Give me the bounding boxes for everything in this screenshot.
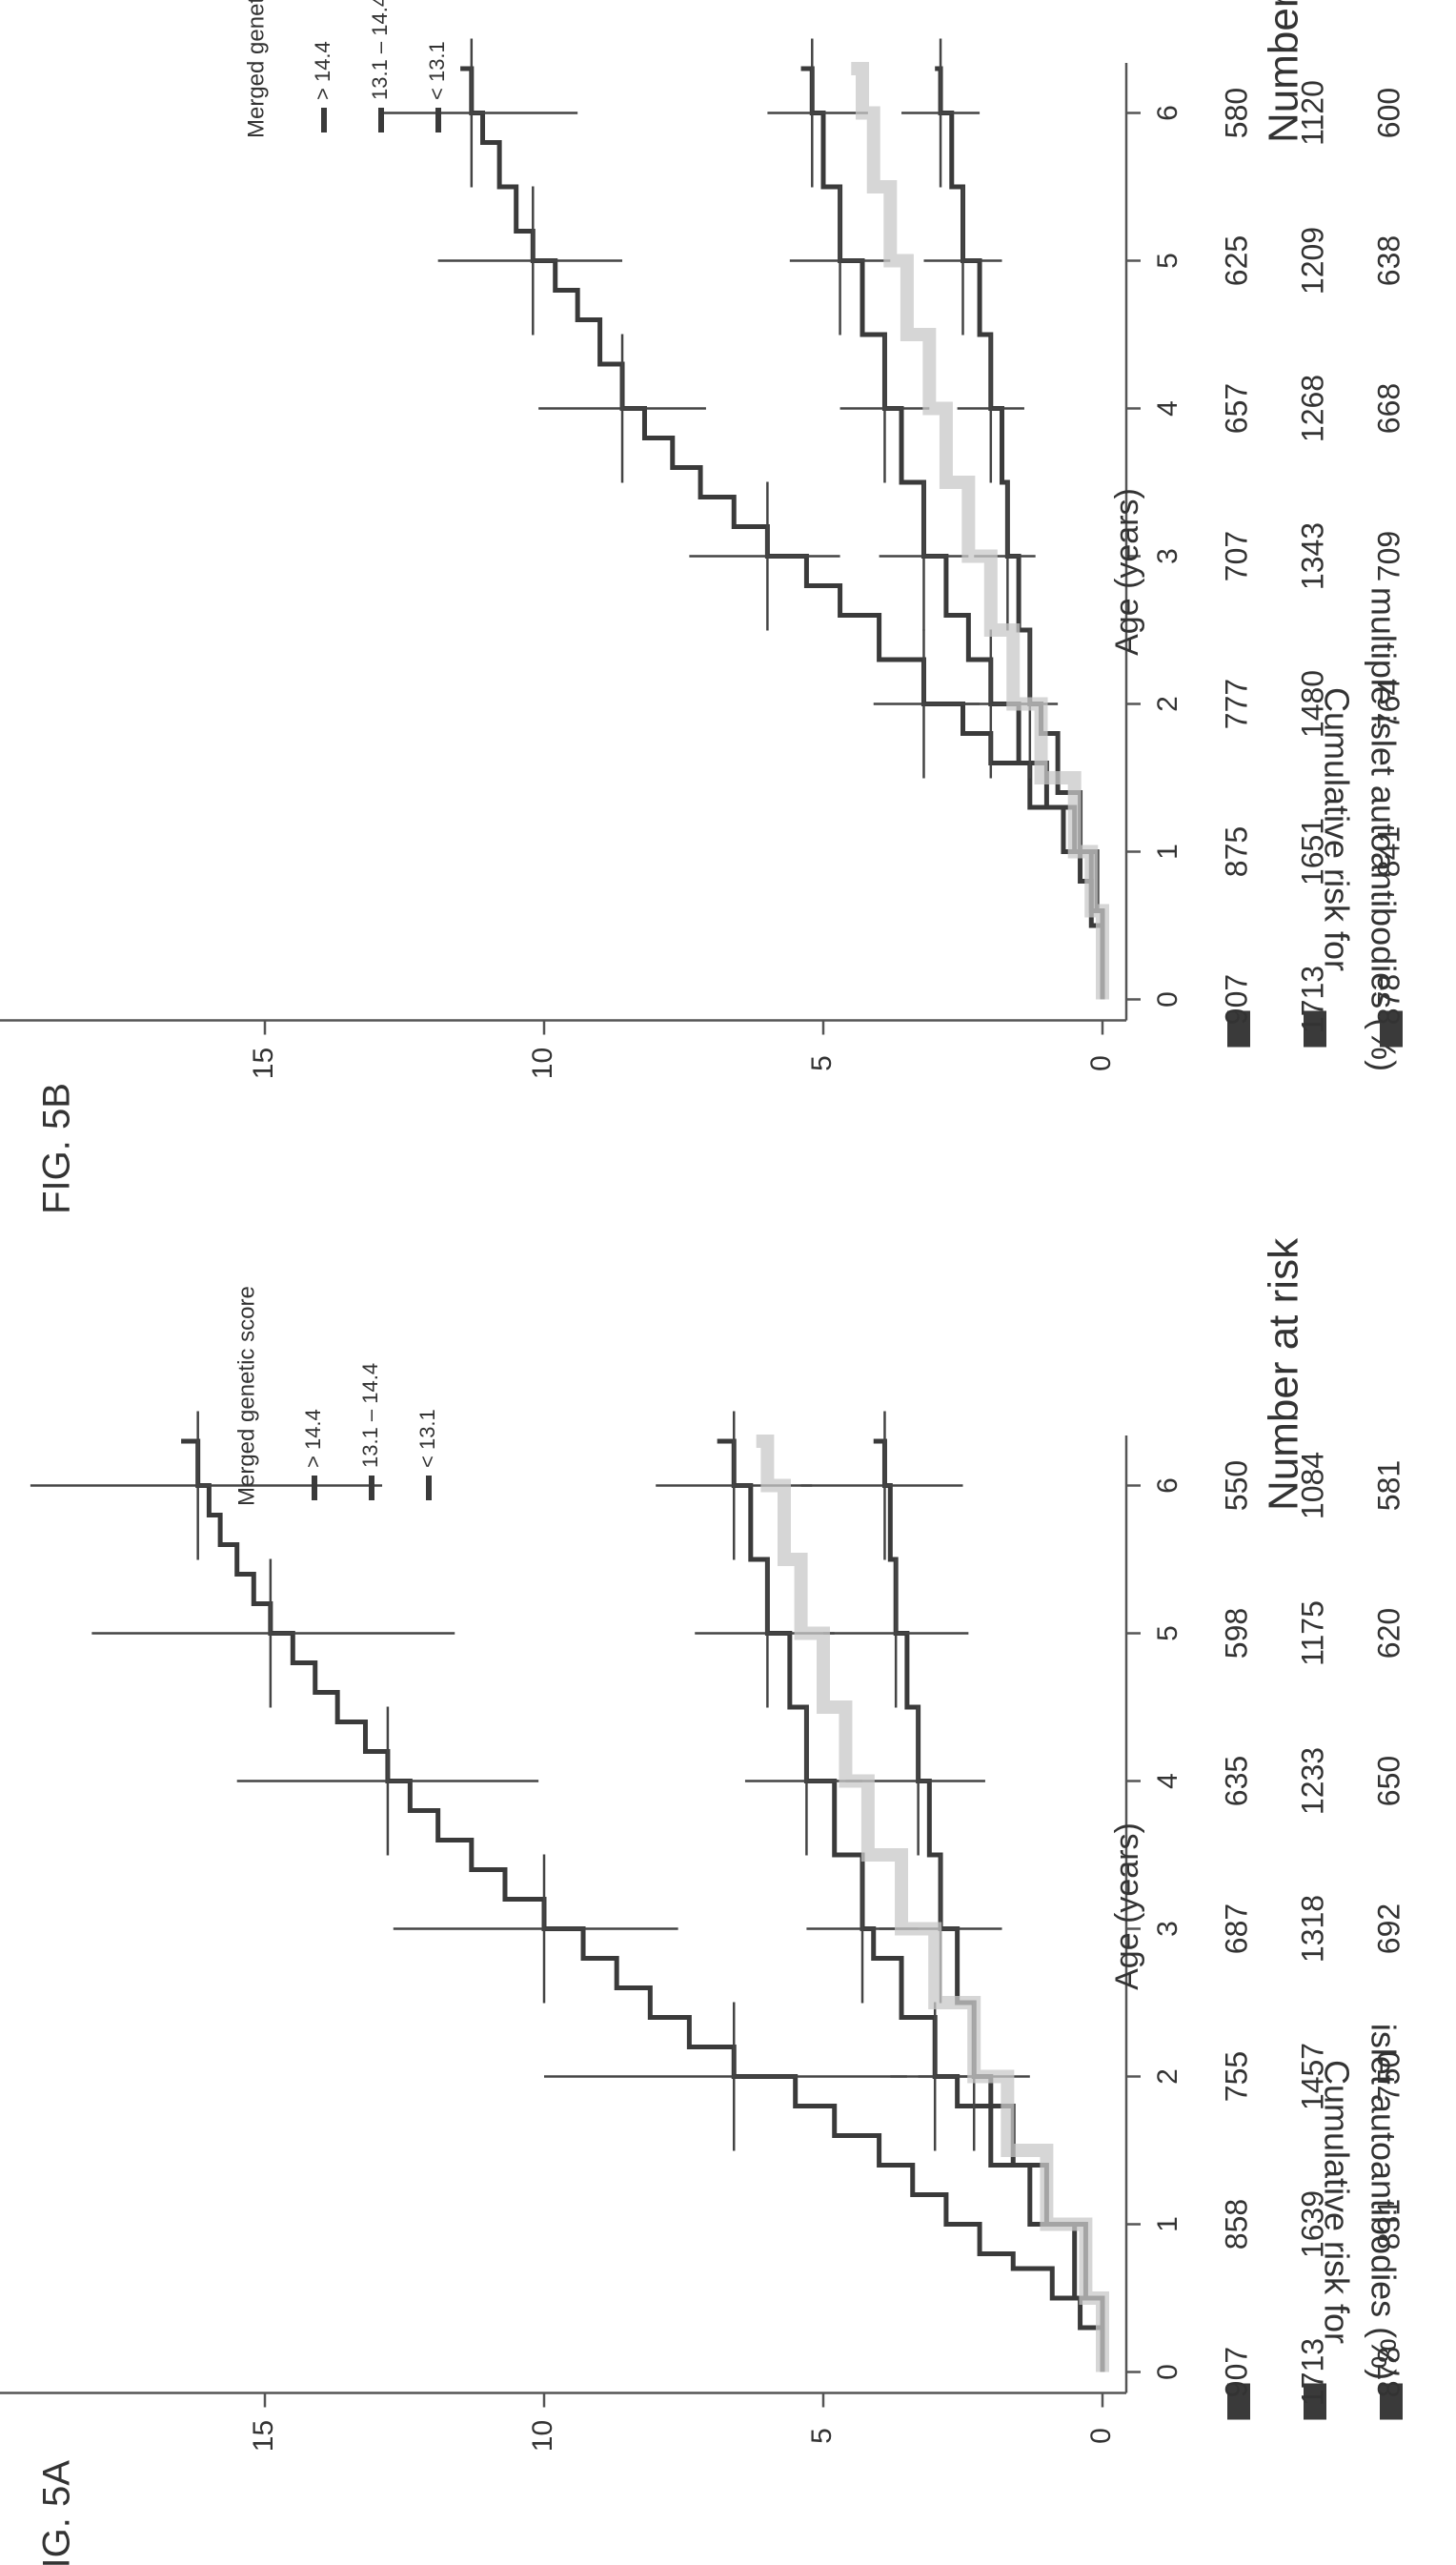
risk-value: 841 xyxy=(1371,826,1405,877)
series-line-3 xyxy=(935,66,1105,1000)
risk-value: 638 xyxy=(1371,235,1405,286)
risk-value: 668 xyxy=(1371,383,1405,434)
risk-value: 1343 xyxy=(1295,522,1329,590)
x-tick-label: 0 xyxy=(1152,991,1183,1008)
risk-row-swatch xyxy=(1304,2383,1326,2420)
y-axis-title-line-2: multiple islet autoantibodies (%) xyxy=(1364,587,1403,1071)
risk-value: 907 xyxy=(1219,2347,1253,2397)
x-tick-label: 3 xyxy=(1152,548,1183,564)
series-line-1 xyxy=(460,66,1105,1000)
series-line-1 xyxy=(181,1438,1105,2372)
series-line-2 xyxy=(800,66,1105,1000)
figure-label: FIG. 5A xyxy=(36,2460,78,2565)
x-tick-label: 3 xyxy=(1152,1921,1183,1937)
risk-value: 657 xyxy=(1219,383,1253,434)
risk-row-swatch xyxy=(1380,2383,1403,2420)
risk-value: 831 xyxy=(1371,2199,1405,2249)
risk-value: 750 xyxy=(1371,2051,1405,2102)
y-tick-label: 10 xyxy=(527,1048,558,1079)
risk-value: 1120 xyxy=(1295,80,1329,146)
y-tick-label: 0 xyxy=(1085,2428,1117,2444)
risk-value: 709 xyxy=(1371,531,1405,581)
risk-value: 600 xyxy=(1371,88,1405,138)
series-line-4 xyxy=(851,62,1109,1000)
x-axis-title: Age (years) xyxy=(1109,488,1145,656)
legend-entry: < 13.1 xyxy=(415,1409,439,1468)
y-tick-label: 5 xyxy=(806,2428,838,2444)
risk-value: 1084 xyxy=(1295,1452,1329,1519)
risk-value: 580 xyxy=(1219,88,1253,138)
legend-entry: > 14.4 xyxy=(301,1409,325,1468)
risk-value: 777 xyxy=(1219,679,1253,729)
risk-value: 1233 xyxy=(1295,1747,1329,1815)
y-axis-title-line-2: islet autoantibodies (%) xyxy=(1364,2024,1403,2380)
risk-value: 764 xyxy=(1371,679,1405,729)
x-tick-label: 0 xyxy=(1152,2364,1183,2380)
x-tick-label: 6 xyxy=(1152,1477,1183,1494)
legend-entry: > 14.4 xyxy=(311,41,334,100)
risk-value: 1175 xyxy=(1295,1600,1329,1666)
risk-value: 1457 xyxy=(1295,2043,1329,2110)
risk-value: 598 xyxy=(1219,1608,1253,1659)
risk-row-swatch xyxy=(1227,2383,1250,2420)
x-tick-label: 4 xyxy=(1152,400,1183,417)
x-tick-label: 2 xyxy=(1152,2068,1183,2085)
risk-value: 875 xyxy=(1219,826,1253,877)
risk-value: 620 xyxy=(1371,1608,1405,1659)
risk-value: 692 xyxy=(1371,1903,1405,1954)
y-tick-label: 15 xyxy=(248,1048,279,1079)
risk-value: 625 xyxy=(1219,235,1253,286)
risk-value: 1318 xyxy=(1295,1895,1329,1963)
risk-row-swatch xyxy=(1304,1010,1326,1048)
legend-entry: 13.1 – 14.4 xyxy=(368,0,392,100)
risk-value: 1268 xyxy=(1295,375,1329,442)
risk-value: 1651 xyxy=(1295,818,1329,886)
risk-value: 550 xyxy=(1219,1460,1253,1511)
y-tick-label: 10 xyxy=(527,2420,558,2452)
x-tick-label: 2 xyxy=(1152,696,1183,712)
risk-value: 858 xyxy=(1219,2199,1253,2249)
risk-value: 907 xyxy=(1219,974,1253,1025)
figure-5b: FIG. 5B012345605101520Age (years)Cumulat… xyxy=(0,0,1405,1214)
risk-value: 1713 xyxy=(1295,2338,1329,2406)
risk-value: 755 xyxy=(1219,2051,1253,2102)
x-tick-label: 6 xyxy=(1152,105,1183,121)
risk-value: 635 xyxy=(1219,1756,1253,1806)
risk-value: 650 xyxy=(1371,1756,1405,1806)
risk-title: Number at risk xyxy=(1261,1237,1307,1511)
series-line-2 xyxy=(717,1438,1105,2372)
risk-value: 878 xyxy=(1371,2347,1405,2397)
legend-title: Merged genetic score xyxy=(233,1286,259,1506)
risk-value: 581 xyxy=(1371,1460,1405,1511)
risk-value: 1713 xyxy=(1295,966,1329,1033)
y-tick-label: 15 xyxy=(248,2420,279,2452)
risk-row-swatch xyxy=(1380,1010,1403,1048)
figure-5a: FIG. 5A012345605101520Age (years)Cumulat… xyxy=(0,1237,1405,2565)
risk-value: 1480 xyxy=(1295,670,1329,738)
risk-value: 878 xyxy=(1371,974,1405,1025)
y-tick-label: 0 xyxy=(1085,1055,1117,1071)
risk-title: Number at risk xyxy=(1261,0,1307,143)
y-axis-title-line-1: Cumulative risk for xyxy=(1317,687,1356,971)
legend-entry: < 13.1 xyxy=(425,41,449,100)
legend-entry: 13.1 – 14.4 xyxy=(358,1363,382,1468)
risk-value: 707 xyxy=(1219,531,1253,581)
series-line-4 xyxy=(756,1435,1109,2372)
x-tick-label: 5 xyxy=(1152,1625,1183,1641)
x-tick-label: 4 xyxy=(1152,1773,1183,1789)
x-tick-label: 5 xyxy=(1152,253,1183,269)
figure-label: FIG. 5B xyxy=(36,1083,78,1214)
y-tick-label: 5 xyxy=(806,1055,838,1071)
y-axis-title-line-1: Cumulative risk for xyxy=(1317,2060,1356,2344)
risk-value: 687 xyxy=(1219,1903,1253,1954)
risk-value: 1209 xyxy=(1295,227,1329,295)
x-tick-label: 1 xyxy=(1152,844,1183,860)
x-tick-label: 1 xyxy=(1152,2216,1183,2232)
legend-title: Merged genetic score xyxy=(243,0,269,138)
risk-value: 1639 xyxy=(1295,2190,1329,2258)
x-axis-title: Age (years) xyxy=(1109,1822,1145,1990)
risk-row-swatch xyxy=(1227,1010,1250,1048)
